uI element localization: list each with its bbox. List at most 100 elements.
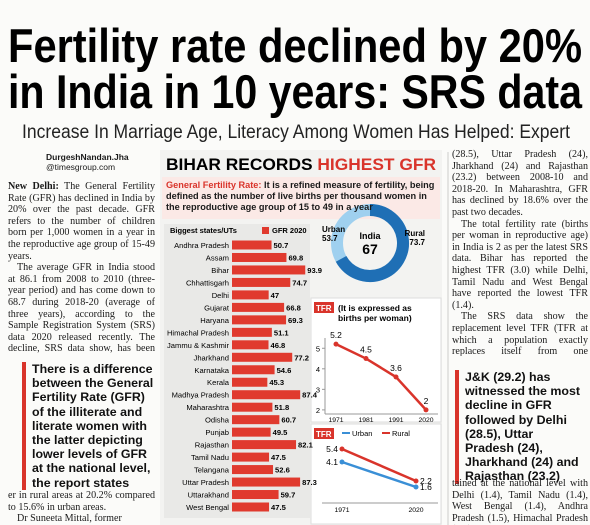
bar — [232, 440, 297, 450]
y-category-label: Gujarat — [204, 303, 230, 312]
pull-quote: There is a difference between the Genera… — [22, 362, 154, 490]
paragraph: tained at the national level with Delhi … — [452, 478, 588, 525]
data-label: 5.2 — [330, 330, 342, 340]
bar-value-label: 77.2 — [294, 353, 309, 362]
bar — [232, 265, 306, 275]
donut-center-value: 67 — [362, 241, 378, 257]
title-main: BIHAR RECORDS — [166, 155, 313, 174]
bar-value-label: 59.7 — [281, 491, 296, 500]
bar-value-label: 46.8 — [271, 341, 286, 350]
bar — [232, 365, 275, 375]
bar-value-label: 51.8 — [274, 403, 289, 412]
x-tick-label: 2020 — [408, 507, 423, 514]
bar — [232, 377, 268, 387]
bar-value-label: 87.3 — [302, 478, 317, 487]
bar — [232, 302, 285, 312]
y-category-label: Punjab — [205, 428, 229, 437]
bar — [232, 427, 271, 437]
y-category-label: Tamil Nadu — [191, 453, 229, 462]
title-highlight: HIGHEST GFR — [317, 155, 436, 174]
tag: TFR — [316, 304, 332, 313]
paragraph-text: The General Fertility Rate (GFR) has dec… — [8, 181, 155, 262]
byline-name: DurgeshNandan.Jha — [46, 152, 129, 162]
data-label: 4.5 — [360, 345, 372, 355]
y-category-label: Kerala — [207, 378, 230, 387]
paragraph: The average GFR in India stood at 86.1 f… — [8, 262, 155, 353]
bar — [232, 290, 269, 300]
line — [341, 447, 417, 483]
x-tick-label: 1981 — [358, 417, 373, 424]
tag-bg — [314, 428, 334, 439]
y-category-label: West Bengal — [186, 503, 229, 512]
segment-value: 73.7 — [409, 238, 425, 247]
bar — [232, 477, 301, 487]
bar — [232, 490, 279, 500]
bar-value-label: 54.6 — [277, 366, 292, 375]
data-label: 2.2 — [420, 476, 432, 486]
bar-value-label: 69.3 — [288, 316, 303, 325]
bar-value-label: 47.5 — [271, 453, 287, 462]
point — [423, 407, 429, 413]
bar — [232, 240, 272, 250]
segment-value: 53.7 — [322, 234, 338, 243]
data-label: 3.6 — [390, 363, 402, 373]
data-label: 1.6 — [420, 482, 432, 492]
bar-value-label: 69.8 — [288, 253, 303, 262]
y-category-label: Telangana — [194, 466, 230, 475]
bar — [232, 390, 301, 400]
y-tick-label: 4 — [316, 365, 320, 374]
infographic-title: BIHAR RECORDS HIGHEST GFR — [166, 155, 436, 174]
segment-name: Rural — [405, 229, 425, 238]
bar-value-label: 74.7 — [292, 278, 307, 287]
paragraph: New Delhi: The General Fertility Rate (G… — [8, 181, 155, 262]
bar — [232, 315, 287, 325]
bar-value-label: 87.4 — [302, 391, 318, 400]
bar-value-label: 66.8 — [286, 303, 301, 312]
bar — [232, 277, 291, 287]
data-label: 4.1 — [326, 457, 338, 467]
x-tick-label: 1971 — [334, 507, 349, 514]
y-category-label: Uttar Pradesh — [182, 478, 229, 487]
paragraph: er in rural areas at 20.2% compared to 1… — [8, 490, 155, 513]
y-category-label: Rajasthan — [195, 441, 229, 450]
bar — [232, 327, 272, 337]
bar — [232, 340, 269, 350]
y-tick-label: 2 — [316, 406, 320, 415]
point — [413, 484, 419, 490]
tag-bg — [314, 302, 334, 313]
tag: TFR — [316, 430, 332, 439]
bar-value-label: 45.3 — [269, 378, 284, 387]
segment-name: Urban — [322, 225, 345, 234]
y-category-label: Chhattisgarh — [186, 278, 229, 287]
paragraph: The SRS data show the replacement level … — [452, 311, 588, 356]
bar-value-label: 49.5 — [273, 428, 289, 437]
line — [335, 343, 427, 411]
byline-email: @timesgroup.com — [46, 162, 116, 172]
y-category-label: Jharkhand — [194, 353, 229, 362]
paragraph: Dr Suneeta Mittal, former — [17, 513, 122, 525]
y-category-label: Madhya Pradesh — [172, 391, 229, 400]
y-category-label: Maharashtra — [186, 403, 229, 412]
bar — [232, 402, 273, 412]
y-tick-label: 5 — [316, 344, 320, 353]
donut-arc — [335, 204, 409, 282]
bar — [232, 452, 270, 462]
dateline: New Delhi: — [8, 181, 59, 192]
right-column-text: (28.5), Uttar Pradesh (24), Jharkhand (2… — [452, 149, 588, 356]
y-category-label: Himachal Pradesh — [167, 328, 229, 337]
definition: General Fertility Rate: It is a refined … — [166, 180, 436, 213]
y-category-label: Odisha — [205, 416, 230, 425]
bar — [232, 502, 270, 512]
legend-label: Urban — [352, 429, 372, 438]
legend-label: Rural — [392, 429, 410, 438]
bar-value-label: 52.6 — [275, 466, 290, 475]
byline: DurgeshNandan.Jha @timesgroup.com — [46, 152, 129, 172]
right-column-continued: tained at the national level with Delhi … — [452, 478, 588, 525]
y-category-label: Uttarakhand — [188, 491, 229, 500]
definition-label: General Fertility Rate: — [166, 180, 262, 190]
y-category-label: Jammu & Kashmir — [167, 341, 230, 350]
paragraph: (28.5), Uttar Pradesh (24), Jharkhand (2… — [452, 149, 588, 218]
point — [339, 459, 345, 465]
